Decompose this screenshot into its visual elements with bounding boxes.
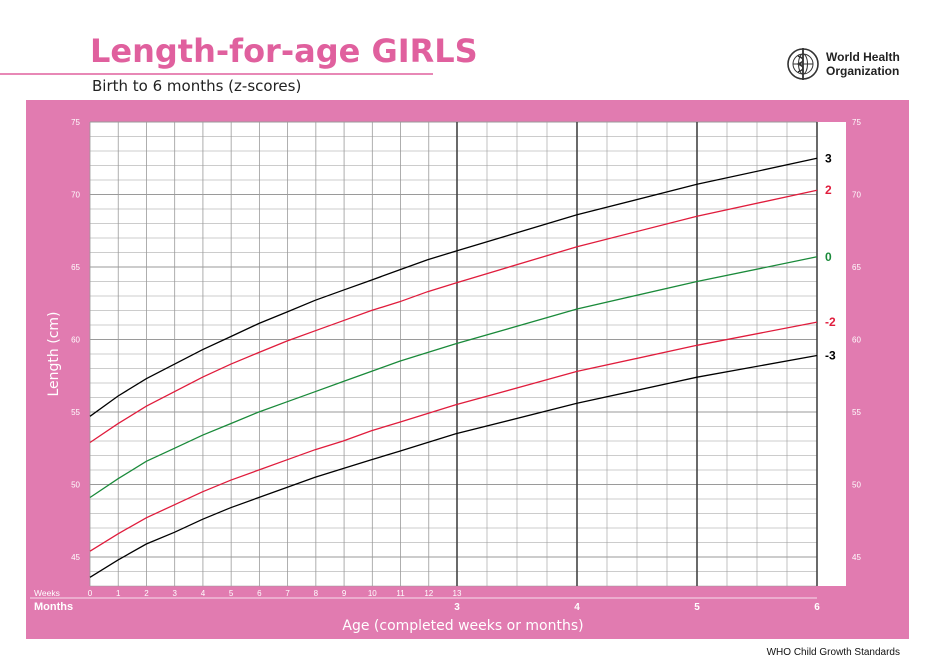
z-label-strip: [817, 122, 846, 586]
chart-title: Length-for-age GIRLS: [90, 32, 478, 70]
week-tick-label: 3: [172, 589, 177, 598]
week-tick-label: 0: [88, 589, 93, 598]
z-label-0: 0: [825, 250, 832, 264]
month-tick-label: 3: [454, 602, 460, 613]
series-line-z-3: [89, 354, 818, 578]
series-line-z3: [89, 157, 818, 417]
y-tick-label-right: 55: [852, 408, 861, 417]
x-ticks: 0 1 2 3 4 5 6 7 8 9 10 11 12 133 4 5 6: [88, 589, 820, 613]
week-tick-label: 11: [396, 589, 405, 598]
footer-source: WHO Child Growth Standards: [767, 647, 900, 658]
z-label--3: -3: [825, 348, 836, 362]
z-label-2: 2: [825, 183, 832, 197]
x-axis-label: Age (completed weeks or months): [342, 618, 583, 634]
month-tick-label: 6: [814, 602, 820, 613]
y-tick-label-right: 50: [852, 481, 861, 490]
week-tick-label: 7: [285, 589, 290, 598]
y-tick-label-left: 70: [71, 191, 80, 200]
y-tick-label-left: 65: [71, 263, 80, 272]
org-name-line2: Organization: [826, 64, 899, 78]
y-tick-label-left: 55: [71, 408, 80, 417]
month-tick-label: 5: [694, 602, 700, 613]
y-tick-label-right: 60: [852, 336, 861, 345]
y-axis-label: Length (cm): [46, 312, 62, 397]
week-tick-label: 12: [424, 589, 433, 598]
org-name-line1: World Health: [826, 50, 900, 64]
series-line-z-2: [89, 321, 818, 552]
week-tick-label: 5: [229, 589, 234, 598]
week-tick-label: 8: [314, 589, 319, 598]
y-tick-label-left: 45: [71, 553, 80, 562]
who-emblem-icon: [787, 48, 819, 80]
months-label: Months: [34, 601, 73, 613]
y-tick-label-left: 60: [71, 336, 80, 345]
week-tick-label: 4: [201, 589, 206, 598]
y-tick-label-left: 75: [71, 118, 80, 127]
week-tick-label: 9: [342, 589, 347, 598]
month-tick-label: 4: [574, 602, 580, 613]
week-tick-label: 13: [453, 589, 462, 598]
y-tick-label-right: 65: [852, 263, 861, 272]
series-layer: [89, 157, 818, 578]
week-tick-label: 6: [257, 589, 262, 598]
week-tick-label: 1: [116, 589, 121, 598]
z-label--2: -2: [825, 315, 836, 329]
y-tick-label-left: 50: [71, 481, 80, 490]
series-line-z0: [89, 256, 818, 499]
z-score-labels: 3 2 0 -2 -3: [825, 151, 836, 362]
z-label-3: 3: [825, 151, 832, 165]
series-line-z2: [89, 189, 818, 444]
week-tick-label: 10: [368, 589, 377, 598]
y-ticks-right: 45 50 55 60 65 70 75: [852, 118, 861, 562]
chart-subtitle: Birth to 6 months (z-scores): [92, 77, 301, 95]
weeks-label: Weeks: [34, 588, 60, 598]
y-tick-label-right: 75: [852, 118, 861, 127]
y-ticks-left: 45 50 55 60 65 70 75: [71, 118, 80, 562]
y-tick-label-right: 45: [852, 553, 861, 562]
week-tick-label: 2: [144, 589, 149, 598]
y-tick-label-right: 70: [852, 191, 861, 200]
